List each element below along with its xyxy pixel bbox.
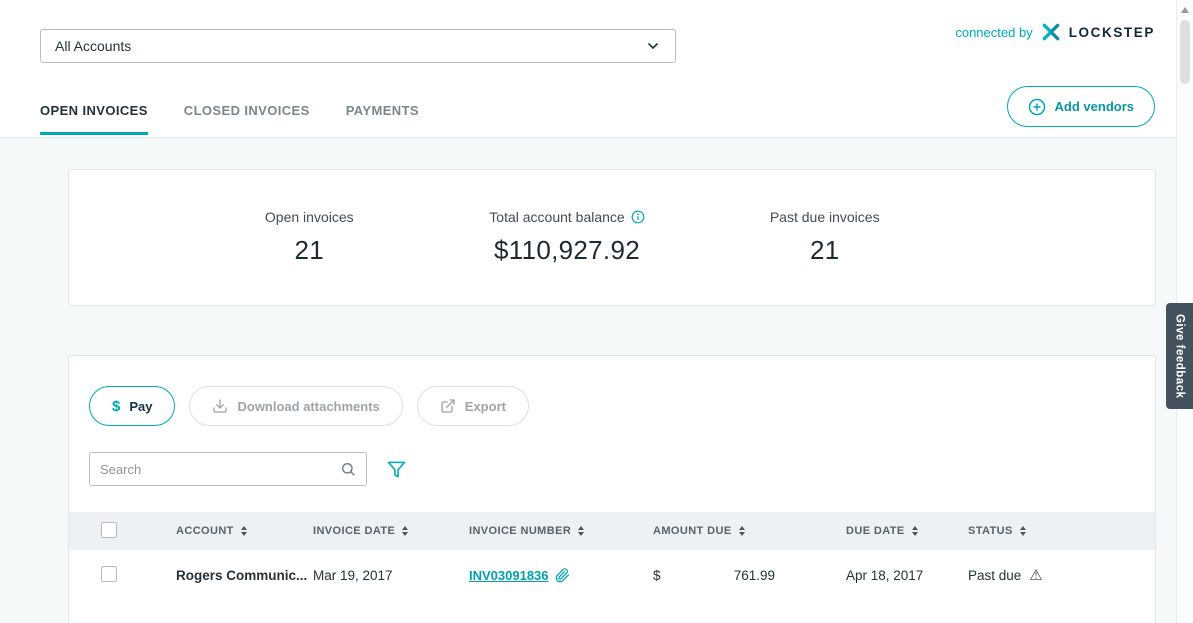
sort-icon	[578, 526, 585, 536]
invoice-number-link[interactable]: INV03091836	[469, 567, 549, 583]
search-box	[89, 452, 367, 486]
stat-past-due: Past due invoices 21	[750, 209, 900, 266]
table-header-row: ACCOUNT INVOICE DATE INVOICE NUMBER AMOU…	[69, 512, 1155, 550]
lockstep-logo-icon	[1041, 22, 1061, 42]
dollar-icon: $	[112, 397, 121, 415]
amount-value: 761.99	[733, 567, 775, 583]
paperclip-icon[interactable]	[555, 567, 570, 583]
search-icon[interactable]	[340, 461, 356, 477]
stat-total-balance: Total account balance $110,927.92	[489, 209, 645, 266]
cell-account: Rogers Communic...	[176, 567, 308, 583]
invoice-tabs: OPEN INVOICES CLOSED INVOICES PAYMENTS	[40, 103, 419, 135]
lockstep-brand-name: LOCKSTEP	[1068, 24, 1155, 40]
export-label: Export	[464, 398, 506, 414]
export-button[interactable]: Export	[416, 386, 529, 426]
export-icon	[440, 398, 456, 414]
pay-button-label: Pay	[129, 398, 153, 414]
column-header-account[interactable]: ACCOUNT	[176, 525, 313, 537]
cell-status: Past due ⚠	[968, 568, 1155, 583]
stat-past-due-label: Past due invoices	[769, 209, 880, 225]
tab-closed-invoices[interactable]: CLOSED INVOICES	[183, 103, 310, 118]
search-row	[89, 452, 1155, 486]
sort-icon	[738, 526, 745, 536]
scroll-up-arrow-icon[interactable]	[1181, 7, 1189, 13]
give-feedback-tab[interactable]: Give feedback	[1166, 303, 1193, 409]
stat-total-balance-value: $110,927.92	[494, 235, 640, 265]
summary-card: Open invoices 21 Total account balance $…	[68, 169, 1156, 306]
column-header-amount-due[interactable]: AMOUNT DUE	[653, 525, 846, 537]
cell-invoice-number: INV03091836	[469, 568, 653, 583]
download-attachments-label: Download attachments	[237, 398, 380, 414]
add-vendors-label: Add vendors	[1054, 99, 1134, 114]
content-area: Open invoices 21 Total account balance $…	[0, 138, 1193, 623]
sort-icon	[911, 526, 918, 536]
chevron-down-icon	[645, 38, 661, 54]
sort-icon	[240, 526, 247, 536]
info-icon[interactable]	[631, 210, 645, 224]
sort-icon	[402, 526, 409, 536]
tab-payments[interactable]: PAYMENTS	[345, 103, 419, 118]
plus-circle-icon	[1028, 98, 1046, 116]
download-icon	[212, 398, 228, 414]
account-filter-value: All Accounts	[55, 38, 132, 54]
sort-icon	[1019, 526, 1026, 536]
stat-open-invoices: Open invoices 21	[234, 209, 384, 266]
pay-button[interactable]: $ Pay	[89, 386, 176, 426]
tab-open-invoices[interactable]: OPEN INVOICES	[40, 103, 148, 135]
column-header-invoice-date[interactable]: INVOICE DATE	[313, 525, 469, 537]
status-label: Past due	[968, 567, 1022, 583]
invoices-card: $ Pay Download attachments Export	[68, 355, 1156, 623]
row-checkbox[interactable]	[101, 565, 117, 582]
column-header-invoice-number[interactable]: INVOICE NUMBER	[469, 525, 653, 537]
tabs-divider	[0, 137, 1193, 138]
table-row: Rogers Communic... Mar 19, 2017 INV03091…	[69, 550, 1155, 600]
stat-open-invoices-label: Open invoices	[264, 209, 354, 225]
scrollbar-thumb[interactable]	[1180, 20, 1190, 84]
column-header-status[interactable]: STATUS	[968, 525, 1155, 537]
stat-open-invoices-value: 21	[294, 235, 325, 265]
stat-past-due-value: 21	[809, 235, 840, 265]
cell-due-date: Apr 18, 2017	[846, 567, 924, 583]
currency-symbol: $	[653, 567, 661, 583]
connected-by-branding: connected by LOCKSTEP	[955, 22, 1155, 42]
cell-invoice-date: Mar 19, 2017	[313, 567, 393, 583]
select-all-checkbox[interactable]	[101, 521, 117, 538]
connected-by-label: connected by	[955, 24, 1033, 40]
column-header-due-date[interactable]: DUE DATE	[846, 525, 968, 537]
account-filter-dropdown[interactable]: All Accounts	[40, 29, 676, 63]
warning-icon: ⚠	[1029, 566, 1043, 584]
download-attachments-button[interactable]: Download attachments	[189, 386, 403, 426]
toolbar: $ Pay Download attachments Export	[89, 386, 1155, 426]
filter-icon[interactable]	[387, 460, 406, 479]
add-vendors-button[interactable]: Add vendors	[1006, 86, 1155, 127]
stat-total-balance-label: Total account balance	[489, 209, 625, 225]
cell-amount-due: $ 761.99	[653, 568, 775, 583]
search-input[interactable]	[100, 461, 340, 477]
